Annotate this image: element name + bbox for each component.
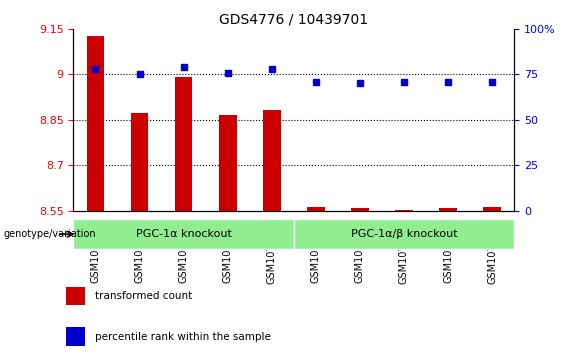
- Bar: [307, 207, 325, 211]
- FancyBboxPatch shape: [294, 219, 514, 249]
- Bar: [131, 113, 149, 211]
- Bar: [439, 208, 457, 211]
- Text: PGC-1α/β knockout: PGC-1α/β knockout: [351, 229, 457, 239]
- Bar: [66, 327, 85, 346]
- Bar: [483, 207, 501, 211]
- Text: PGC-1α knockout: PGC-1α knockout: [136, 229, 232, 239]
- FancyBboxPatch shape: [73, 219, 294, 249]
- Text: percentile rank within the sample: percentile rank within the sample: [95, 331, 271, 342]
- Bar: [86, 36, 105, 211]
- Text: transformed count: transformed count: [95, 291, 192, 301]
- Bar: [395, 209, 413, 211]
- Text: genotype/variation: genotype/variation: [4, 229, 97, 239]
- Bar: [219, 115, 237, 211]
- Bar: [175, 77, 193, 211]
- Title: GDS4776 / 10439701: GDS4776 / 10439701: [219, 12, 368, 26]
- Bar: [263, 110, 281, 211]
- Bar: [66, 287, 85, 305]
- Bar: [351, 208, 369, 211]
